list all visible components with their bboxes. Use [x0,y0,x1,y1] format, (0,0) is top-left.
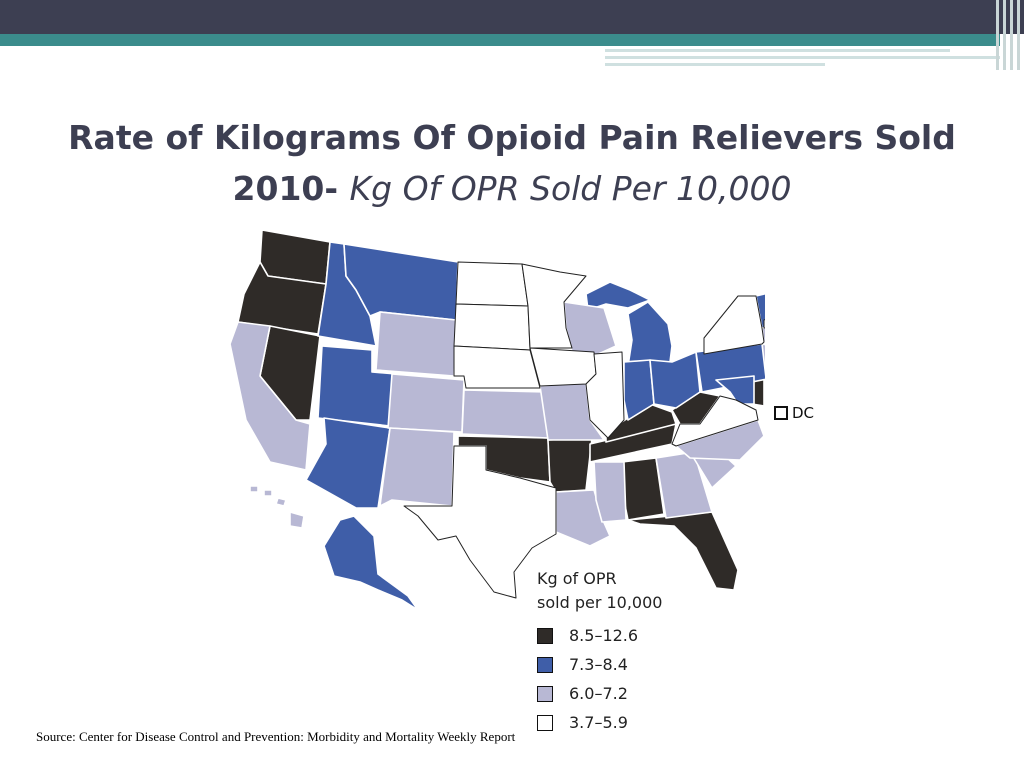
state-sd [453,303,531,351]
legend-item: 6.0–7.2 [537,679,662,708]
state-hi-islet [263,489,273,497]
header-stripe [605,56,1000,59]
legend-swatch [537,656,553,673]
header-vertical-stripe [1003,0,1006,70]
legend-item-label: 7.3–8.4 [569,655,628,674]
legend-item: 3.7–5.9 [537,708,662,737]
title-line-1: Rate of Kilograms Of Opioid Pain Relieve… [68,118,956,157]
dc-indicator: DC [774,404,814,422]
legend-title: Kg of OPR sold per 10,000 [537,567,662,615]
title-subtitle: Kg Of OPR Sold Per 10,000 [349,169,792,208]
state-ar [547,437,593,493]
legend-item-label: 3.7–5.9 [569,713,628,732]
state-ak [323,515,419,611]
state-oh [649,351,701,409]
header-vertical-stripe [1010,0,1013,70]
state-ia [529,347,597,387]
slide-title: Rate of Kilograms Of Opioid Pain Relieve… [40,112,984,214]
header-stripe [605,63,825,66]
state-mi [627,301,673,367]
state-ca [229,321,311,471]
legend-item-label: 6.0–7.2 [569,684,628,703]
state-ga [655,451,713,519]
state-ne [453,345,541,389]
state-il [585,351,625,439]
us-choropleth-map [229,229,765,611]
state-ks [461,389,549,439]
state-wy [375,311,457,377]
state-nm [379,427,455,507]
state-ma [763,319,765,329]
header-vertical-stripe [996,0,999,70]
state-az [305,417,391,509]
legend-item-label: 8.5–12.6 [569,626,639,645]
title-year: 2010- [232,169,350,208]
legend-swatch [537,627,553,644]
state-nd [455,261,529,307]
state-fl [627,511,739,591]
state-md [715,375,755,405]
legend-swatch [537,685,553,702]
state-in [623,359,655,421]
source-citation: Source: Center for Disease Control and P… [36,729,516,744]
dc-swatch [774,406,788,420]
state-co [387,373,465,433]
legend-item: 7.3–8.4 [537,650,662,679]
state-hi-islet [249,485,259,493]
header-stripe [605,49,950,52]
dc-label: DC [792,404,815,422]
legend-item: 8.5–12.6 [537,621,662,650]
state-ny [703,295,765,355]
title-line-2: 2010- Kg Of OPR Sold Per 10,000 [40,163,984,214]
state-hi [289,511,305,529]
legend-title-line-2: sold per 10,000 [537,593,663,612]
header-accent-band [0,34,1000,46]
state-va [671,395,759,447]
legend-swatch [537,714,553,731]
state-hi-islet [275,497,287,507]
map-legend: Kg of OPR sold per 10,000 8.5–12.6 7.3–8… [537,567,662,737]
state-ms [593,461,627,523]
header-bar [0,0,1024,34]
legend-title-line-1: Kg of OPR [537,569,617,588]
state-nj [761,343,765,377]
state-tx [403,445,557,599]
state-mn [521,263,587,349]
header-vertical-stripe [1017,0,1020,70]
